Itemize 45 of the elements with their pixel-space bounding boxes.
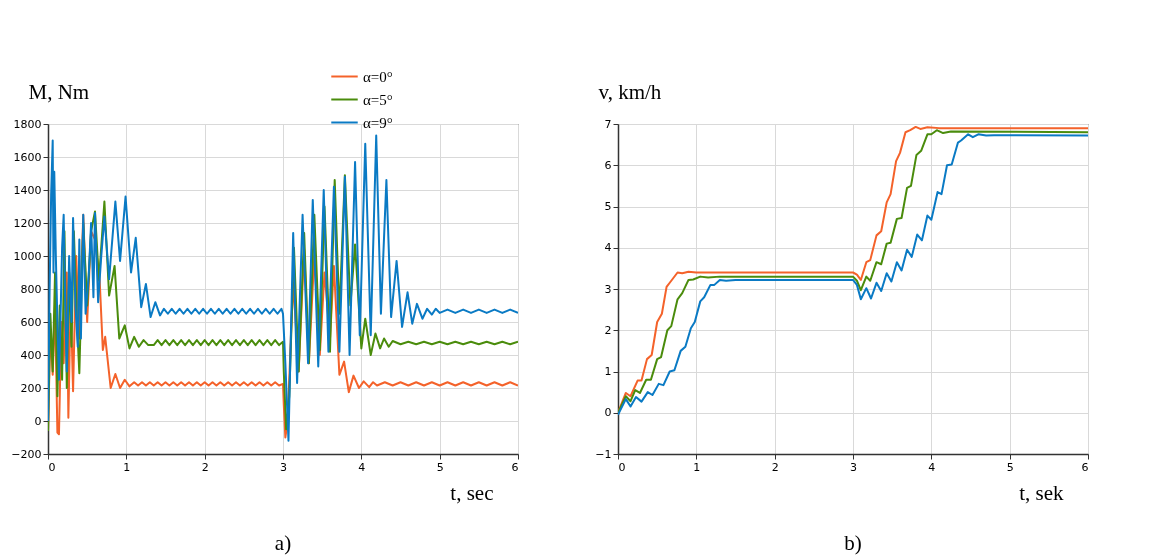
y-tick-label: 3 [604,282,612,296]
line-series [48,134,518,442]
x-tick-label: 6 [1081,460,1089,474]
line-series [48,174,518,432]
y-tick-label: −1 [595,447,612,461]
x-tick-label: 2 [201,460,209,474]
y-tick-label: 6 [604,158,612,172]
x-tick-label: 1 [123,460,131,474]
y-tick-label: 4 [604,241,612,255]
x-tick-label: 0 [48,460,56,474]
y-tick-label: 7 [604,117,612,131]
x-tick-label: 6 [511,460,519,474]
y-tick-label: 1 [604,365,612,378]
x-tick-label: 0 [618,460,626,474]
y-tick-label: 1800 [13,117,42,131]
x-tick-label: 2 [771,460,779,474]
y-tick-label: 1000 [13,249,42,263]
y-axis-title: M, Nm [28,79,90,104]
legend-label: α=5° [363,91,393,108]
y-tick-label: 600 [20,315,42,329]
y-tick-label: 2 [604,323,612,337]
y-tick-label: 200 [20,381,42,395]
x-tick-label: 5 [436,460,444,474]
y-tick-label: 5 [604,200,612,213]
y-tick-label: 1600 [13,150,42,164]
y-axis-title: v, km/h [598,79,662,104]
y-tick-label: 400 [20,348,42,362]
x-axis-title: t, sek [1019,480,1064,505]
x-tick-label: 4 [928,460,936,474]
text: a) [274,531,292,555]
y-tick-label: 800 [20,282,42,296]
x-tick-label: 5 [1006,460,1014,474]
x-tick-label: 1 [693,460,701,474]
y-tick-label: −200 [11,447,42,461]
y-tick-label: 0 [34,414,42,428]
x-tick-label: 3 [850,460,857,474]
text: b) [844,531,862,555]
legend-label: α=0° [363,68,393,85]
x-tick-label: 4 [358,460,366,474]
y-tick-label: 1400 [13,183,42,197]
legend-label: α=9° [363,114,393,131]
x-tick-label: 3 [280,460,287,474]
x-axis-title: t, sec [450,480,494,505]
y-tick-label: 1200 [13,216,42,230]
y-tick-label: 0 [604,406,612,420]
